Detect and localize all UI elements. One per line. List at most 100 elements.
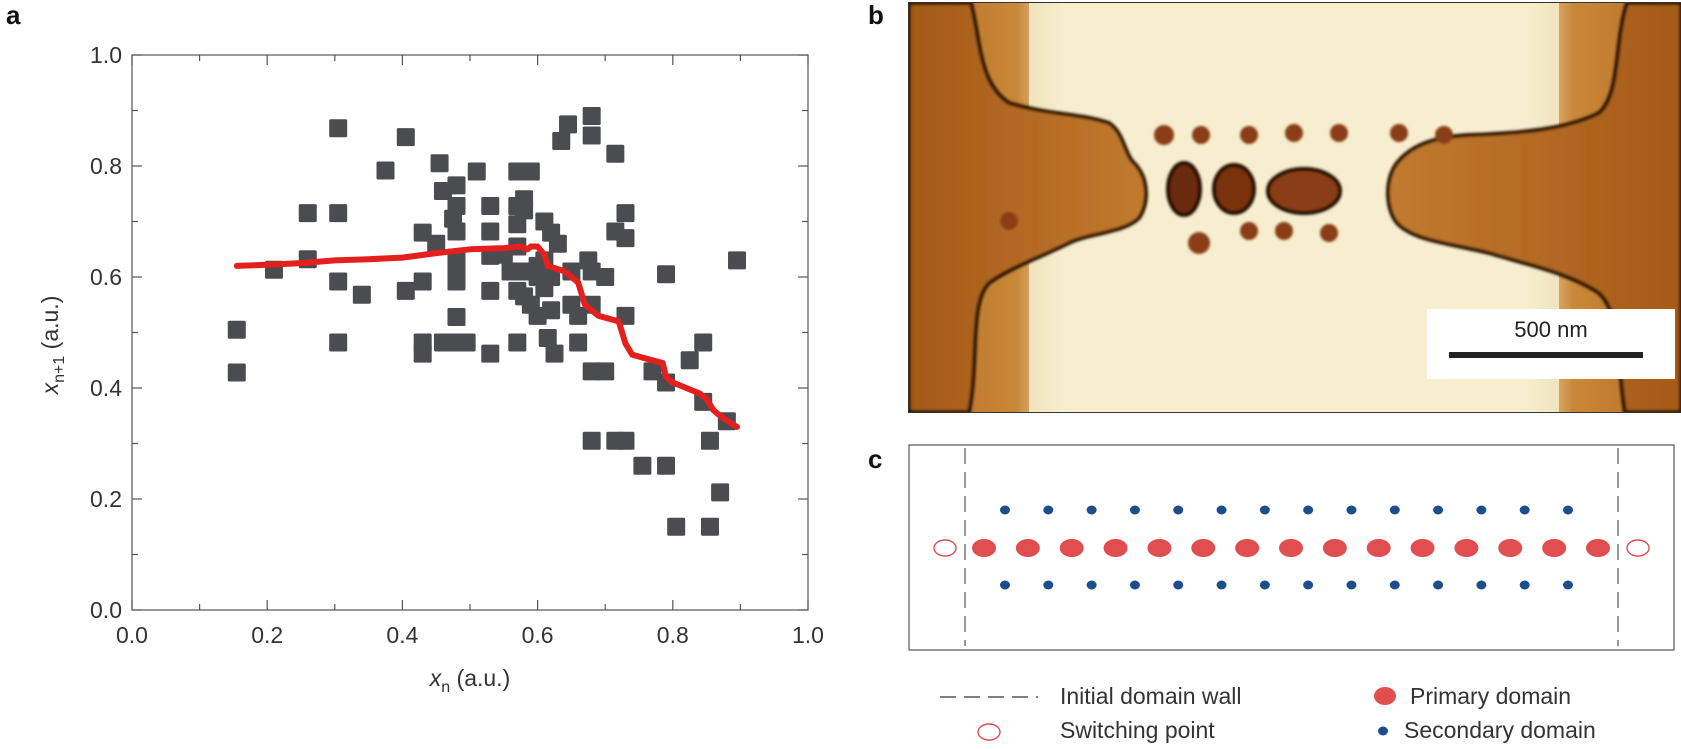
data-point [433, 181, 452, 200]
secondary-domain [1476, 580, 1487, 590]
data-point [538, 329, 557, 348]
secondary-domain-spot [1330, 124, 1348, 142]
data-point [680, 351, 699, 370]
secondary-domain [1519, 580, 1530, 590]
data-point [606, 144, 625, 163]
primary-domain [1235, 539, 1260, 557]
data-point [352, 285, 371, 304]
data-point [329, 204, 348, 223]
data-point [528, 306, 547, 325]
primary-domain-spot [1266, 167, 1342, 215]
data-point [521, 162, 540, 181]
data-point [569, 306, 588, 325]
data-point [596, 268, 615, 286]
data-point [582, 431, 601, 450]
secondary-domain [1259, 505, 1270, 515]
data-point [548, 234, 567, 253]
secondary-domain [1216, 580, 1227, 590]
secondary-domain [1000, 580, 1010, 590]
data-point [376, 161, 395, 180]
secondary-domain [1433, 580, 1444, 590]
data-point [667, 517, 686, 536]
legend-switch-swatch [977, 723, 1001, 741]
data-point [430, 154, 449, 173]
secondary-domain-spot [1000, 212, 1018, 230]
x-tick-label: 0.4 [386, 622, 418, 648]
secondary-domain [1043, 580, 1054, 590]
primary-domain-spot [1212, 163, 1256, 215]
y-axis-label-sub: n+1 [51, 356, 68, 383]
secondary-domain [1346, 580, 1357, 590]
secondary-domain [1173, 505, 1184, 515]
scatter-chart: 0.0 0.2 0.4 0.6 0.8 1.0 0.0 0.2 0.4 0.6 0.8 1.0 xn … [37, 42, 824, 696]
scale-bar-label: 500 nm [1514, 317, 1587, 342]
data-point [298, 204, 317, 223]
primary-domain-spot [1166, 161, 1202, 217]
data-point [433, 333, 452, 352]
data-point [481, 344, 500, 363]
data-point [515, 201, 534, 220]
panel-label-a: a [6, 0, 21, 30]
data-point [481, 196, 500, 215]
data-point [582, 126, 601, 145]
data-point [329, 272, 348, 291]
secondary-domain-spot [1285, 124, 1303, 142]
secondary-domain [1519, 505, 1530, 515]
panel-label-b: b [868, 0, 884, 30]
scale-bar [1449, 352, 1643, 358]
data-point [329, 333, 348, 352]
data-point [728, 251, 747, 270]
data-point [508, 333, 527, 352]
data-point [711, 483, 730, 502]
secondary-domain [1086, 580, 1097, 590]
x-tick-label: 0.6 [522, 622, 554, 648]
primary-domain [1015, 539, 1040, 557]
x-axis-label-unit: (a.u.) [450, 665, 510, 691]
switching-point-left [933, 539, 957, 557]
data-point [569, 333, 588, 352]
legend: Initial domain wall Switching point Prim… [938, 680, 1638, 749]
secondary-domain [1129, 580, 1140, 590]
domain-schematic [908, 444, 1675, 651]
primary-domain [1059, 539, 1084, 557]
secondary-domain [1086, 505, 1097, 515]
secondary-domain [1433, 505, 1444, 515]
data-point [582, 107, 601, 126]
data-point [552, 132, 571, 151]
data-point [515, 262, 534, 281]
primary-domain [1366, 539, 1391, 557]
secondary-domain [1043, 505, 1054, 515]
legend-switch-label: Switching point [1060, 717, 1215, 743]
data-point [616, 204, 635, 223]
legend-wall-label: Initial domain wall [1060, 683, 1242, 709]
data-point [501, 262, 520, 281]
data-point [396, 128, 415, 147]
secondary-domain [1216, 505, 1227, 515]
primary-domain [1542, 539, 1567, 557]
afm-domain-image: 500 nm [908, 2, 1681, 413]
primary-domain [1454, 539, 1479, 557]
legend-primary-swatch [1374, 687, 1396, 705]
data-point [481, 222, 500, 241]
secondary-domain [1563, 505, 1573, 515]
data-point [596, 362, 615, 381]
secondary-domain-spot [1435, 126, 1453, 144]
y-tick-label: 0.6 [90, 264, 122, 290]
primary-domain [1191, 539, 1216, 557]
schematic-frame [908, 444, 1675, 651]
data-point [413, 272, 432, 291]
data-point [447, 196, 466, 215]
data-point [633, 456, 652, 475]
data-point [413, 344, 432, 363]
y-tick-label: 0.8 [90, 153, 122, 179]
primary-domain [1147, 539, 1172, 557]
data-point [542, 268, 561, 286]
data-point [227, 320, 246, 339]
data-point [427, 234, 446, 253]
x-tick-label: 0.2 [251, 622, 283, 648]
data-point [457, 333, 476, 352]
secondary-domain [1563, 580, 1573, 590]
fit-line [233, 243, 740, 430]
y-tick-label: 0.4 [90, 375, 122, 401]
primary-domain [1322, 539, 1347, 557]
